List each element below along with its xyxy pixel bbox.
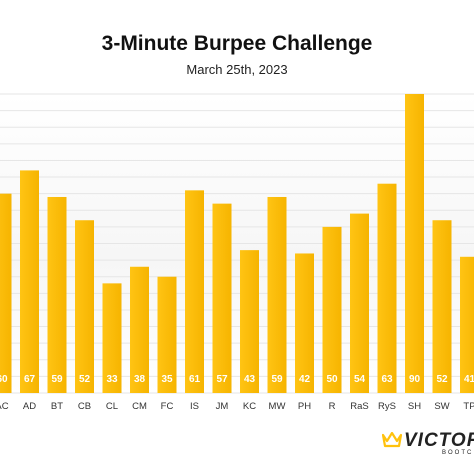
bar-FC — [157, 276, 177, 393]
x-tick-CB: CB — [78, 401, 91, 412]
bar-IS — [185, 190, 204, 393]
crown-icon — [382, 432, 402, 448]
x-tick-labels: AC AD BT CB CL CM FC IS JM KC MW PH R RaS RyS SH SW TP — [0, 401, 474, 412]
bar-SW — [432, 220, 452, 393]
value-label-CM: 38 — [134, 374, 146, 385]
brand-tagline: BOOTC — [442, 450, 474, 456]
bar-BT — [47, 196, 67, 393]
value-label-PH: 42 — [299, 374, 311, 385]
x-tick-PH: PH — [298, 401, 311, 412]
bar-RaS — [350, 213, 369, 393]
bar-KC — [240, 250, 259, 393]
value-label-AD: 67 — [24, 374, 36, 385]
value-label-MW: 59 — [271, 374, 283, 385]
x-tick-FC: FC — [161, 401, 174, 412]
chart-title: 3-Minute Burpee Challenge — [101, 32, 373, 55]
bar-MW — [267, 196, 287, 393]
bar-CM — [130, 266, 149, 393]
x-tick-R: R — [329, 401, 336, 412]
value-label-CL: 33 — [106, 374, 118, 385]
x-tick-CM: CM — [132, 401, 147, 412]
value-label-CB: 52 — [79, 374, 91, 385]
x-tick-IS: IS — [190, 401, 199, 412]
bar-CL — [102, 283, 122, 393]
value-label-IS: 61 — [189, 374, 201, 385]
value-labels: 60 67 59 52 33 38 35 61 57 43 59 42 50 54 63 90 52 41 — [0, 374, 474, 385]
x-tick-RaS: RaS — [350, 401, 368, 412]
value-label-BT: 59 — [51, 374, 63, 385]
x-tick-JM: JM — [216, 401, 229, 412]
x-tick-CL: CL — [106, 401, 118, 412]
value-label-JM: 57 — [216, 374, 228, 385]
bar-AC — [0, 193, 12, 393]
bar-CB — [75, 220, 94, 393]
x-tick-SW: SW — [434, 401, 449, 412]
value-label-SW: 52 — [436, 374, 448, 385]
x-tick-RyS: RyS — [378, 401, 396, 412]
x-tick-SH: SH — [408, 401, 421, 412]
value-label-SH: 90 — [409, 374, 421, 385]
bar-TP — [460, 256, 474, 393]
bar-JM — [212, 203, 232, 393]
brand-name: VICTOR — [404, 430, 474, 451]
bar-AD — [20, 170, 39, 393]
x-tick-MW: MW — [269, 401, 286, 412]
x-tick-AD: AD — [23, 401, 36, 412]
value-label-RaS: 54 — [354, 374, 366, 385]
bar-R — [322, 226, 342, 393]
brand-logo: VICTOR BOOTC — [380, 428, 474, 458]
value-label-R: 50 — [326, 374, 338, 385]
value-label-RyS: 63 — [381, 374, 393, 385]
x-tick-AC: AC — [0, 401, 9, 412]
bars — [0, 94, 474, 393]
value-label-FC: 35 — [161, 374, 173, 385]
chart-subtitle: March 25th, 2023 — [186, 62, 288, 77]
x-tick-KC: KC — [243, 401, 256, 412]
bar-RyS — [377, 183, 397, 393]
x-tick-TP: TP — [463, 401, 474, 412]
value-label-AC: 60 — [0, 374, 8, 385]
bar-SH — [405, 94, 424, 393]
bar-PH — [295, 253, 314, 393]
x-tick-BT: BT — [51, 401, 63, 412]
value-label-TP: 41 — [464, 374, 474, 385]
value-label-KC: 43 — [244, 374, 256, 385]
